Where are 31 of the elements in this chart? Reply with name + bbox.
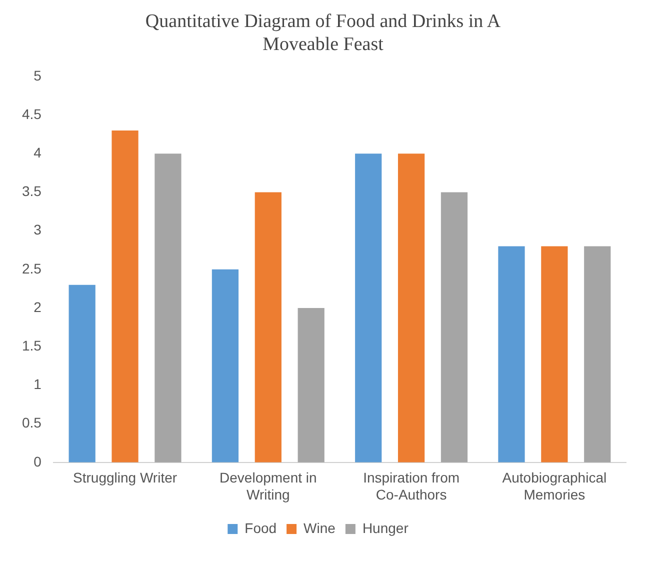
y-tick-label: 3 xyxy=(34,222,42,238)
bar xyxy=(355,154,382,462)
legend-label: Food xyxy=(244,520,277,536)
y-tick-label: 2 xyxy=(34,298,42,315)
y-tick-label: 0.5 xyxy=(22,414,42,431)
bar xyxy=(398,154,425,462)
chart-title: Quantitative Diagram of Food and Drinks in A Moveable Feast xyxy=(144,10,502,56)
bar xyxy=(298,308,324,462)
y-tick-label: 4 xyxy=(34,144,42,160)
bar xyxy=(154,154,182,462)
bar xyxy=(254,192,282,462)
legend-label: Wine xyxy=(304,520,336,536)
x-tick-label: Autobiographical Memories xyxy=(502,470,607,502)
bar xyxy=(212,269,239,462)
bar xyxy=(541,246,568,462)
y-tick-label: 1 xyxy=(34,376,42,392)
bar xyxy=(584,246,611,462)
bar xyxy=(440,192,468,462)
bar xyxy=(498,246,525,462)
y-tick-label: 4.5 xyxy=(22,106,42,122)
y-tick-label: 5 xyxy=(34,67,42,84)
y-tick-label: 2.5 xyxy=(22,260,42,276)
y-tick-label: 3.5 xyxy=(22,183,42,200)
y-tick-label: 1.5 xyxy=(22,337,42,354)
x-tick-label: Development in Writing xyxy=(220,470,317,502)
x-tick-label: Inspiration from Co-Authors xyxy=(363,470,460,502)
y-tick-label: 0 xyxy=(34,453,42,470)
legend-label: Hunger xyxy=(362,520,409,536)
bar xyxy=(68,284,96,462)
bar xyxy=(112,130,138,462)
x-tick-label: Struggling Writer xyxy=(73,470,178,486)
